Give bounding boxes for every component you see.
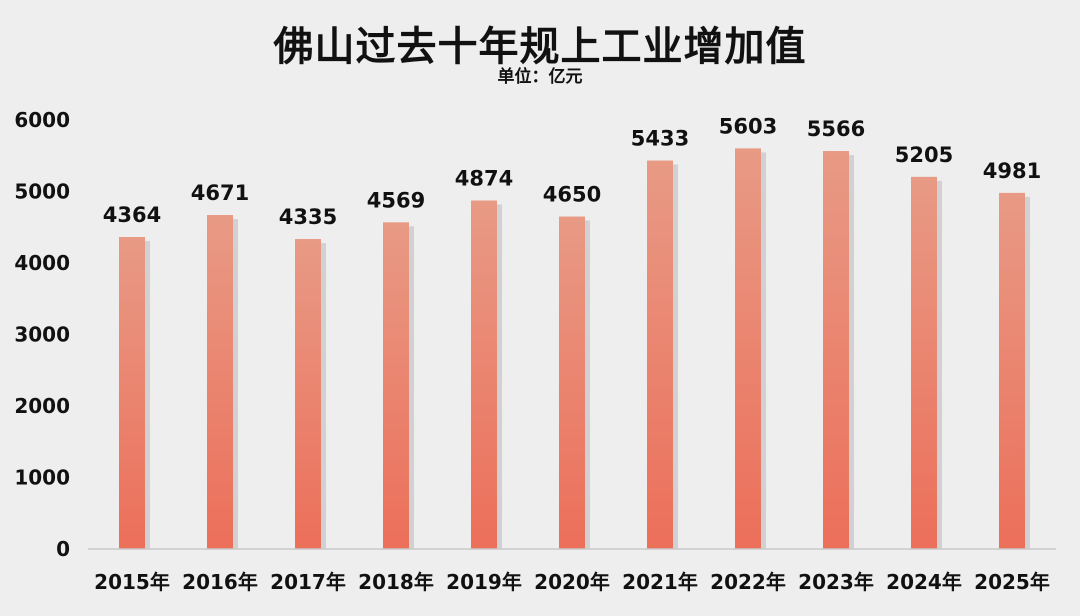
y-tick-label: 2000 — [14, 394, 70, 418]
data-label: 5433 — [631, 127, 689, 151]
x-tick-label: 2025年 — [974, 570, 1050, 594]
y-tick-label: 6000 — [14, 108, 70, 132]
data-label: 4569 — [367, 188, 425, 212]
bar — [911, 176, 937, 549]
data-label: 5603 — [719, 114, 777, 138]
x-tick-label: 2020年 — [534, 570, 610, 594]
x-tick-label: 2019年 — [446, 570, 522, 594]
chart-title: 佛山过去十年规上工业增加值 — [273, 24, 807, 70]
data-label: 4874 — [455, 167, 513, 191]
bars — [119, 148, 1025, 550]
bar — [383, 222, 409, 549]
bar — [559, 216, 585, 549]
chart-subtitle: 单位：亿元 — [497, 67, 583, 87]
x-tick-label: 2018年 — [358, 570, 434, 594]
y-axis: 0 1000 2000 3000 4000 5000 6000 — [14, 108, 70, 561]
y-tick-label: 0 — [56, 537, 70, 561]
x-tick-label: 2016年 — [182, 570, 258, 594]
bar — [823, 151, 849, 549]
bar — [207, 215, 233, 549]
data-label: 5566 — [807, 117, 865, 141]
data-label: 5205 — [895, 143, 953, 167]
x-tick-label: 2015年 — [94, 570, 170, 594]
bar — [295, 239, 321, 550]
x-tick-label: 2022年 — [710, 570, 786, 594]
bar — [471, 200, 497, 549]
data-label: 4335 — [279, 205, 337, 229]
data-label: 4981 — [983, 159, 1041, 183]
y-tick-label: 3000 — [14, 323, 70, 347]
x-axis: 2015年 2016年 2017年 2018年 2019年 2020年 2021年 2022年… — [94, 570, 1050, 594]
x-tick-label: 2021年 — [622, 570, 698, 594]
x-tick-label: 2024年 — [886, 570, 962, 594]
bar — [119, 236, 145, 549]
y-tick-label: 1000 — [14, 466, 70, 490]
y-tick-label: 4000 — [14, 251, 70, 275]
data-label: 4671 — [191, 181, 249, 205]
y-tick-label: 5000 — [14, 180, 70, 204]
x-tick-label: 2023年 — [798, 570, 874, 594]
data-labels: 4364 4671 4335 4569 4874 4650 5433 5603 5566 5205… — [103, 114, 1041, 229]
bar — [735, 148, 761, 549]
data-label: 4364 — [103, 203, 161, 227]
x-tick-label: 2017年 — [270, 570, 346, 594]
bar — [999, 192, 1025, 549]
data-label: 4650 — [543, 183, 601, 207]
bar — [647, 160, 673, 549]
